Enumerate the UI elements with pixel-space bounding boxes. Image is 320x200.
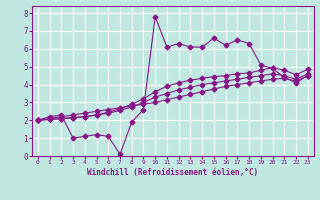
X-axis label: Windchill (Refroidissement éolien,°C): Windchill (Refroidissement éolien,°C) (87, 168, 258, 177)
